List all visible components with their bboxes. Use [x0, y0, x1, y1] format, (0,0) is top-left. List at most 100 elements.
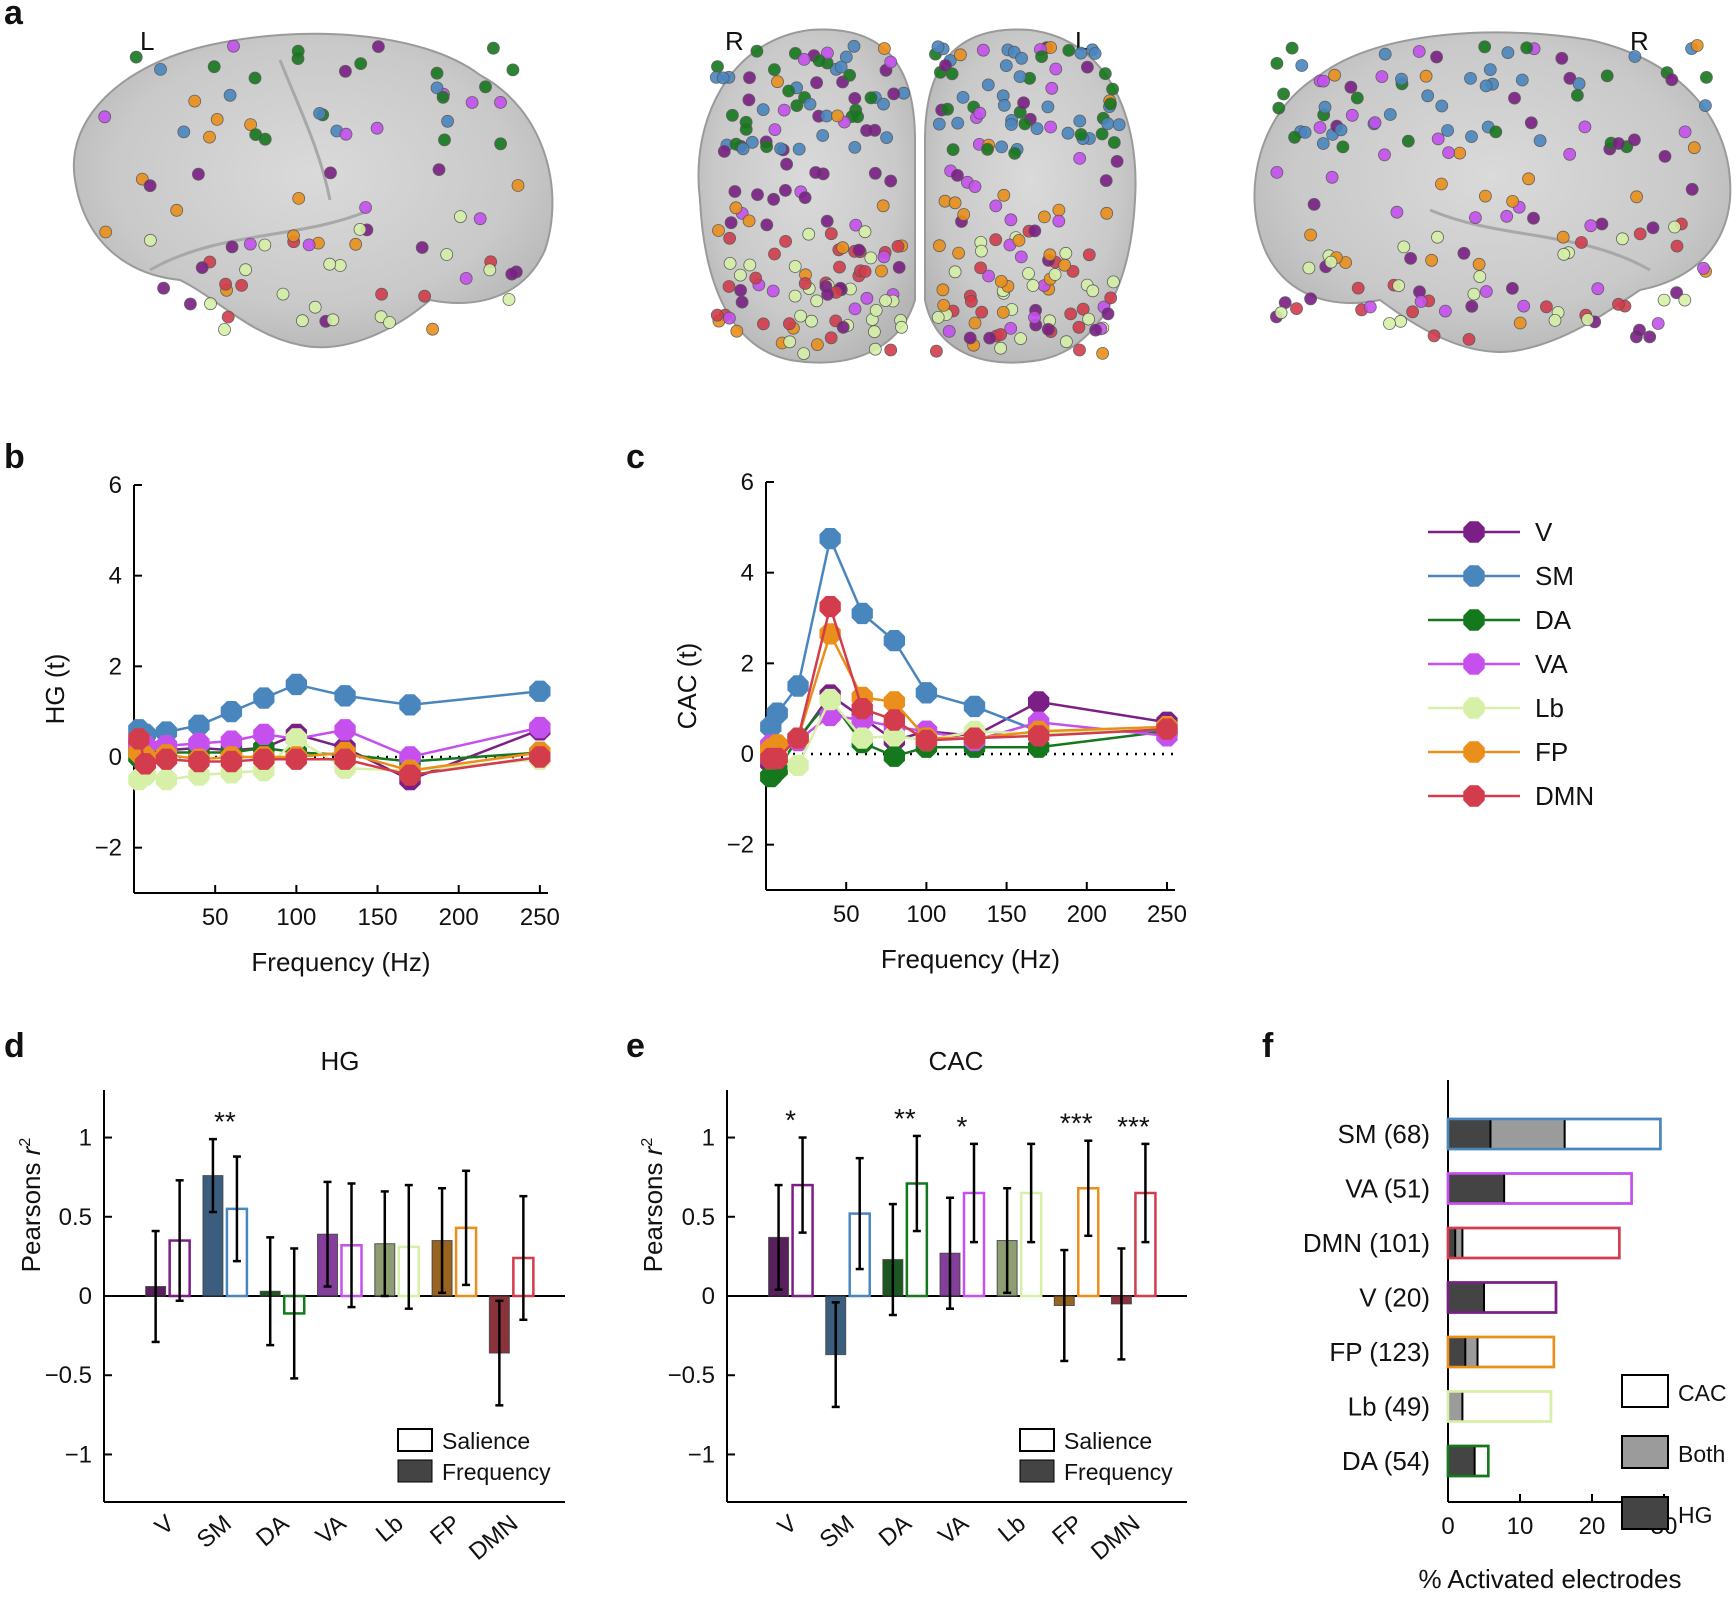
electrode-VA [1412, 45, 1426, 58]
legend-label-frequency: Frequency [442, 1459, 551, 1485]
x-tick-label: 50 [202, 904, 229, 931]
electrode-V [1041, 322, 1055, 336]
electrode-SM [1030, 122, 1044, 136]
electrode-DA [864, 91, 878, 105]
electrode-DA [1478, 40, 1492, 54]
data-point-SM [285, 673, 307, 696]
data-point-DMN [1156, 718, 1178, 740]
legend-marker [1463, 741, 1485, 763]
x-axis-label: Frequency (Hz) [251, 947, 430, 977]
electrode-VA [1004, 321, 1018, 335]
bar-outline [1446, 1226, 1621, 1260]
electrode-SM [313, 107, 327, 120]
electrode-SM [1479, 79, 1493, 93]
electrode-DA [941, 102, 954, 116]
electrode-V [183, 297, 197, 311]
electrode-FP [1038, 210, 1051, 224]
legend-label: DMN [1535, 781, 1594, 811]
legend-item-DA: DA [1428, 605, 1572, 635]
electrode-VA [973, 106, 987, 120]
electrode-DMN [1351, 281, 1365, 295]
electrode-V [724, 216, 738, 230]
x-tick-label: 100 [906, 901, 946, 928]
electrode-SM [1318, 100, 1332, 114]
x-tick-label: 250 [520, 904, 560, 931]
x-tick-label: 20 [1579, 1513, 1606, 1540]
data-point-FP [883, 691, 905, 713]
panel-label-f: f [1262, 1027, 1274, 1065]
y-tick-label: 2 [109, 653, 122, 680]
electrode-FP [954, 48, 967, 62]
x-tick-label: 150 [358, 904, 398, 931]
electrode-V [1595, 217, 1609, 231]
electrode-DMN [221, 310, 235, 324]
y-axis-label: Pearsons r2 [638, 1138, 668, 1273]
x-tick-label: Lb [993, 1510, 1031, 1548]
electrode-Lb [1383, 317, 1396, 330]
electrode-V [1527, 211, 1540, 225]
legend-marker [1463, 697, 1485, 719]
electrode-DMN [964, 294, 978, 308]
electrode-SM [1316, 137, 1330, 150]
electrode-FP [936, 283, 950, 297]
x-axis-label: Frequency (Hz) [881, 944, 1060, 974]
bar-row-VA: VA (51) [1345, 1172, 1633, 1205]
data-point-Lb [819, 688, 841, 711]
legend-label: VA [1535, 649, 1568, 679]
brain-sulcus [149, 208, 371, 272]
electrode-DMN [418, 289, 432, 303]
electrode-DA [1062, 44, 1076, 57]
electrode-FP [729, 201, 743, 215]
hg-segment [1448, 1228, 1456, 1258]
electrode-Lb [1059, 246, 1073, 260]
electrode-DMN [1073, 343, 1086, 357]
electrode-FP [1052, 203, 1066, 217]
electrode-SM [1421, 89, 1435, 103]
data-point-Lb [285, 728, 307, 750]
electrode-SM [1515, 73, 1529, 87]
electrode-DA [1489, 125, 1503, 139]
electrode-Lb [797, 347, 811, 361]
line-chart-hg: −2 0 2 4 6 50 100 150 200 250 HG (t) Frequency (H… [40, 472, 560, 977]
legend-item-V: V [1428, 517, 1553, 547]
electrode-SM [1699, 99, 1712, 112]
legend-item-Lb: Lb [1428, 693, 1564, 723]
data-point-DMN [851, 698, 873, 720]
y-tick-label: 0 [109, 744, 122, 771]
data-point-SM [188, 714, 210, 736]
electrode-FP [170, 203, 184, 217]
electrode-V [1307, 197, 1321, 211]
electrode-DMN [768, 247, 781, 261]
electrode-V [1457, 246, 1471, 260]
electrode-DMN [975, 305, 989, 319]
y-tick-label: −1 [65, 1441, 92, 1468]
significance-marker: *** [1117, 1111, 1150, 1142]
electrode-VA [227, 39, 240, 53]
electrode-Lb [975, 244, 988, 258]
electrode-V [225, 240, 239, 254]
electrode-FP [712, 224, 725, 237]
electrode-DMN [824, 227, 838, 241]
electrode-DA [790, 99, 804, 112]
electrode-DMN [974, 261, 987, 275]
data-point-DMN [883, 709, 905, 731]
electrode-DMN [219, 277, 233, 291]
electrode-FP [875, 264, 888, 278]
data-point-VA [334, 719, 356, 741]
electrode-FP [1630, 190, 1643, 204]
legend-label-salience: Salience [1064, 1428, 1152, 1454]
electrode-VA [723, 311, 736, 325]
electrode-VA [768, 123, 782, 137]
electrode-VA [1390, 205, 1404, 219]
electrode-V [1670, 286, 1683, 300]
electrode-SM [1378, 47, 1392, 61]
x-tick-label: 200 [439, 904, 479, 931]
electrode-VA [370, 121, 384, 135]
electrode-V [860, 124, 873, 137]
electrode-FP [1690, 39, 1704, 52]
electrode-V [963, 331, 977, 345]
electrode-VA [459, 271, 473, 285]
electrode-V [798, 191, 812, 205]
electrode-V [760, 218, 774, 232]
electrode-DA [812, 54, 826, 68]
